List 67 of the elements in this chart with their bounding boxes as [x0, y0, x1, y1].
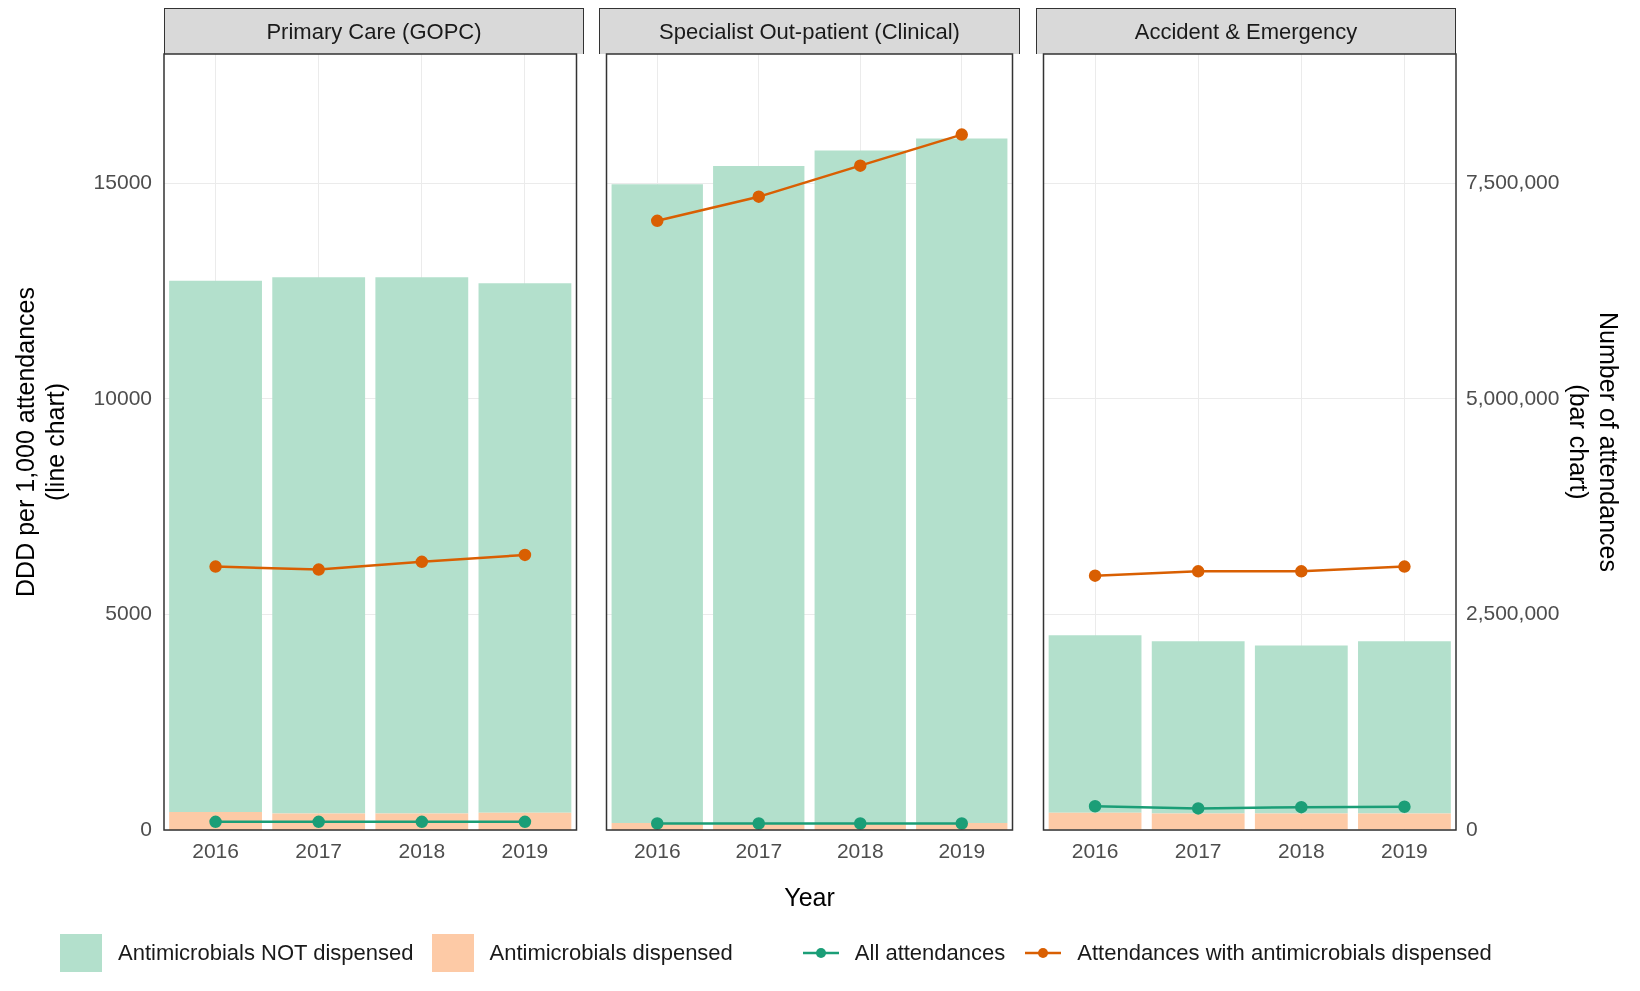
point	[854, 159, 867, 172]
bar	[1048, 635, 1142, 813]
bar	[713, 166, 805, 824]
point	[651, 214, 664, 228]
y2-tick-label: 2,500,000	[1466, 601, 1560, 625]
point	[854, 817, 867, 830]
y-axis-title: DDD per 1,000 attendances (line chart)	[10, 287, 69, 597]
point	[1295, 800, 1308, 814]
point	[312, 815, 325, 829]
y2-axis-title: Number of attendances (bar chart)	[1565, 312, 1624, 572]
bar	[1358, 813, 1451, 830]
x-axis-title: Year	[784, 882, 835, 911]
point	[1088, 800, 1102, 813]
legend-label: Antimicrobials NOT dispensed	[118, 940, 414, 966]
point	[955, 817, 968, 830]
x-tick-label: 2018	[1277, 839, 1325, 863]
x-tick-label: 2018	[398, 839, 446, 863]
y-tick-label: 0	[140, 816, 152, 840]
x-tick-label: 2019	[1381, 839, 1428, 863]
point	[209, 815, 222, 829]
bar	[1048, 812, 1142, 830]
bar	[169, 280, 262, 812]
point	[752, 190, 765, 203]
point	[752, 817, 765, 830]
bar	[272, 277, 366, 814]
y2-tick-label: 0	[1466, 816, 1478, 840]
point	[1295, 565, 1308, 578]
x-tick-label: 2017	[295, 839, 343, 863]
bar	[375, 277, 469, 814]
bar	[1358, 641, 1451, 814]
point	[1191, 802, 1205, 815]
point	[1398, 800, 1411, 813]
y-tick-label: 10000	[93, 385, 152, 409]
x-tick-label: 2019	[938, 839, 986, 863]
bar	[916, 138, 1008, 824]
x-tick-label: 2016	[192, 839, 239, 863]
point	[518, 815, 532, 829]
point	[518, 548, 532, 562]
bar	[1254, 645, 1348, 814]
point	[209, 560, 222, 573]
legend-label: Attendances with antimicrobials dispensed	[1077, 940, 1492, 966]
bar	[1151, 641, 1245, 814]
bar	[1254, 813, 1348, 830]
y2-tick-label: 7,500,000	[1466, 170, 1560, 194]
x-tick-label: 2019	[501, 839, 549, 863]
point	[955, 128, 968, 141]
x-tick-label: 2017	[735, 839, 783, 863]
y-tick-label: 5000	[105, 601, 152, 625]
bar	[478, 283, 572, 813]
x-tick-label: 2017	[1174, 839, 1222, 863]
legend-label: All attendances	[854, 940, 1006, 966]
bar	[611, 184, 703, 824]
point	[1088, 569, 1102, 582]
point	[312, 563, 325, 576]
bar	[814, 150, 906, 824]
point	[651, 817, 664, 830]
point	[415, 815, 429, 829]
point	[1191, 565, 1205, 578]
point	[1398, 560, 1411, 573]
x-tick-label: 2016	[633, 839, 681, 863]
point	[415, 555, 429, 569]
y-tick-label: 15000	[93, 170, 152, 194]
legend-label: Antimicrobials dispensed	[489, 940, 733, 966]
x-tick-label: 2018	[836, 839, 884, 863]
y2-tick-label: 5,000,000	[1466, 385, 1560, 409]
x-tick-label: 2016	[1071, 839, 1119, 863]
bar	[1151, 813, 1245, 830]
